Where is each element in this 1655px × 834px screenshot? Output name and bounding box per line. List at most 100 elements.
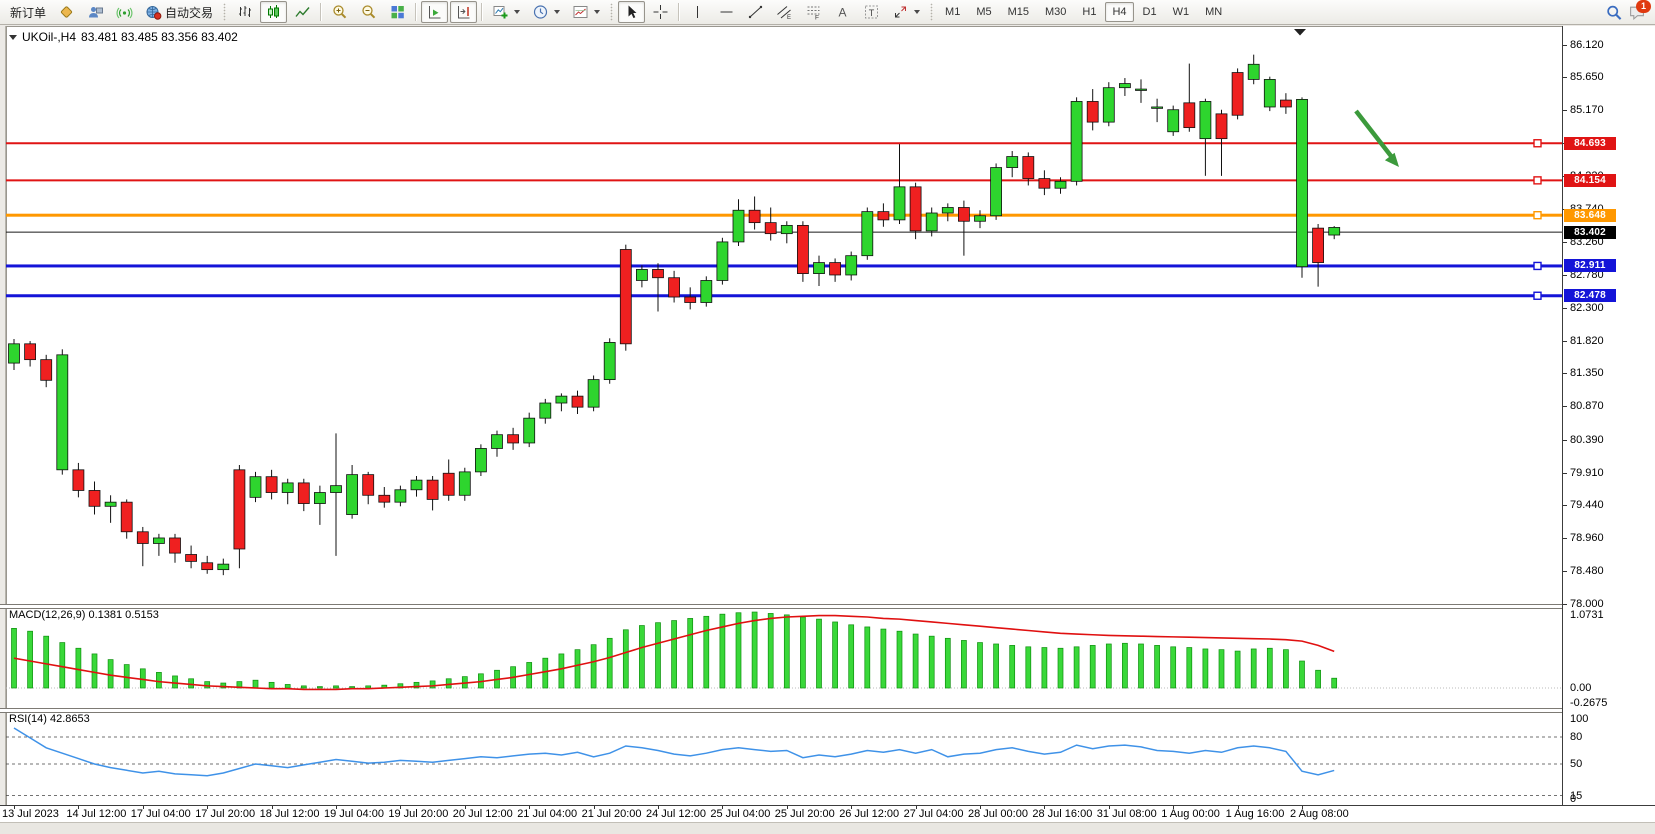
fibonacci-button[interactable]: F [800,1,827,23]
main-toolbar: 新订单 自动交易 [0,0,1655,25]
new-order-button[interactable]: 新订单 [5,1,51,23]
time-axis-label: 26 Jul 12:00 [839,808,900,820]
window-bottom-edge [0,822,1655,834]
time-axis-label: 31 Jul 08:00 [1096,808,1157,820]
dropdown-arrow-icon [514,10,521,14]
signals-button[interactable] [111,1,138,23]
price-tick-mark [1563,77,1567,79]
toolbar-separator [678,3,681,21]
time-axis-label: 18 Jul 12:00 [259,808,320,820]
line-chart-button[interactable] [289,1,316,23]
timeframe-button-m1[interactable]: M1 [945,6,961,18]
bar-chart-icon [236,4,253,20]
annotation-arrow [1354,109,1393,158]
time-tick-mark [658,806,659,809]
notifications-icon[interactable]: 1 [1628,0,1651,21]
strategy-tester-button[interactable] [82,1,109,23]
time-axis-label: 14 Jul 12:00 [66,808,127,820]
price-tick-mark [1563,604,1567,606]
price-tick-label: 82.300 [1570,302,1604,314]
price-tick-mark [1563,274,1567,276]
indicators-button[interactable] [487,1,525,23]
time-axis-label: 27 Jul 04:00 [903,808,964,820]
time-tick-mark [1173,806,1175,809]
clock-icon [532,4,549,20]
trendline-button[interactable] [742,1,769,23]
price-tick-label: 86.120 [1570,39,1604,51]
time-axis[interactable]: 13 Jul 2023 14 Jul 12:00 17 Jul 04:00 17 Ju… [0,806,1655,822]
tile-windows-button[interactable] [384,1,411,23]
price-tick-mark [1563,341,1567,343]
price-tick-label: 80.870 [1570,400,1604,413]
timeframe-button-m15[interactable]: M15 [1007,6,1029,18]
text-button[interactable]: A [829,1,856,23]
alerts-button[interactable] [53,1,80,23]
equidistant-channel-button[interactable]: E [771,1,798,23]
autotrading-button[interactable]: 自动交易 [140,1,218,23]
crosshair-button[interactable] [647,1,674,23]
level-price-badge-84.154: 84.154 [1564,173,1616,187]
template-icon [572,4,589,20]
time-axis-label: 24 Jul 12:00 [646,808,706,820]
dropdown-arrow-icon [914,10,921,14]
level-line-82.478 [6,294,1562,298]
price-axis[interactable]: 86.12085.65085.17084.70084.22083.74083.2… [1562,26,1655,806]
arrows-button[interactable] [887,1,925,23]
toolbar-grip [610,3,614,21]
timeframe-button-mn[interactable]: MN [1205,6,1223,18]
chart-ohlc-values: 83.481 83.485 83.356 83.402 [81,30,238,44]
chart-window: UKOil-,H4 83.481 83.485 83.356 83.402 MA… [0,26,1655,834]
time-axis-label: 20 Jul 12:00 [452,808,513,820]
zoom-out-button[interactable] [355,1,382,23]
dropdown-arrow-icon [594,10,601,14]
candlestick-chart-button[interactable] [260,1,288,23]
level-price-badge-82.478: 82.478 [1564,289,1616,303]
chart-shift-button[interactable] [450,1,478,23]
toolbar-grip [223,3,227,21]
panel-splitter-rsi[interactable] [0,708,1655,713]
bar-chart-button[interactable] [231,1,258,23]
price-tick-label: 78.480 [1570,565,1604,578]
time-tick-mark [786,806,788,809]
chart-title: UKOil-,H4 83.481 83.485 83.356 83.402 [9,30,238,44]
time-tick-mark [142,806,144,809]
price-tick-label: 85.170 [1570,104,1604,117]
price-tick-label: 79.910 [1570,466,1604,479]
time-tick-mark [1302,806,1303,809]
zoom-in-button[interactable] [326,1,353,23]
time-tick-mark [336,806,337,809]
time-tick-mark [593,806,595,809]
periods-button[interactable] [527,1,565,23]
autotrading-globe-icon [145,4,162,20]
price-tick-label: 81.350 [1570,367,1604,380]
zoom-in-icon [331,4,348,20]
templates-button[interactable] [567,1,605,23]
chart-canvas[interactable] [6,26,1562,806]
price-tick-mark [1563,45,1567,46]
text-label-button[interactable]: T [858,1,885,23]
time-tick-mark [14,806,15,809]
cursor-button[interactable] [618,1,646,23]
time-axis-border [0,805,1655,806]
search-icon[interactable] [1605,4,1622,20]
timeframe-button-w1[interactable]: W1 [1172,6,1190,18]
timeframe-button-h1[interactable]: H1 [1082,6,1097,18]
timeframe-button-h4[interactable]: H4 [1105,2,1134,22]
time-axis-label: 21 Jul 20:00 [581,808,642,820]
new-order-label: 新订单 [10,5,47,20]
price-tick-mark [1563,439,1567,441]
auto-scroll-button[interactable] [421,1,449,23]
panel-splitter-macd[interactable] [0,604,1655,609]
timeframe-button-m30[interactable]: M30 [1045,6,1067,18]
macd-signal-line [13,614,1335,691]
timeframe-button-d1[interactable]: D1 [1142,6,1157,18]
ohlc-toggle-icon[interactable] [9,34,17,40]
level-line-84.693 [6,142,1562,145]
toolbar-separator [320,3,323,21]
price-tick-mark [1563,241,1567,243]
time-axis-label: 25 Jul 04:00 [710,808,771,820]
vertical-line-button[interactable] [684,1,711,23]
window-left-edge [0,26,6,822]
horizontal-line-button[interactable] [713,1,740,23]
timeframe-button-m5[interactable]: M5 [976,6,992,18]
